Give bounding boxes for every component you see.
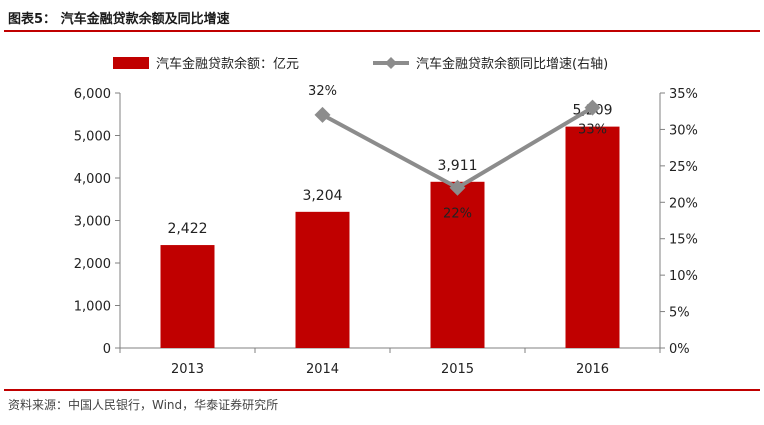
figure-title: 图表5： 汽车金融贷款余额及同比增速	[8, 12, 230, 27]
growth-value-label: 32%	[308, 84, 337, 99]
legend-label-line: 汽车金融贷款余额同比增速(右轴)	[416, 56, 608, 72]
x-tick-label: 2013	[171, 362, 204, 377]
right-tick-label: 25%	[669, 160, 698, 175]
right-tick-label: 0%	[669, 342, 690, 357]
title-divider	[4, 30, 760, 32]
left-tick-label: 3,000	[74, 215, 111, 230]
right-tick-label: 15%	[669, 233, 698, 248]
bar	[295, 211, 350, 348]
growth-line	[321, 105, 594, 191]
right-tick-label: 30%	[669, 123, 698, 138]
x-tick-label: 2016	[576, 362, 609, 377]
growth-value-label: 33%	[578, 123, 607, 138]
footer-divider	[4, 389, 760, 391]
left-tick-label: 6,000	[74, 87, 111, 102]
left-tick-label: 1,000	[74, 300, 111, 315]
left-tick-label: 0	[103, 342, 111, 357]
bar	[565, 126, 620, 349]
left-tick-label: 2,000	[74, 257, 111, 272]
bar	[160, 245, 215, 348]
right-tick-label: 20%	[669, 196, 698, 211]
x-tick-label: 2014	[306, 362, 339, 377]
right-tick-label: 10%	[669, 269, 698, 284]
right-tick-label: 5%	[669, 306, 690, 321]
growth-point	[584, 99, 601, 116]
source-note: 资料来源：中国人民银行，Wind，华泰证券研究所	[8, 398, 279, 412]
bar	[430, 181, 485, 348]
bar-value-label: 3,911	[437, 158, 477, 174]
right-tick-label: 35%	[669, 87, 698, 102]
legend-label-bar: 汽车金融贷款余额：亿元	[156, 56, 299, 72]
bar-value-label: 2,422	[167, 221, 207, 237]
growth-value-label: 22%	[443, 207, 472, 222]
left-tick-label: 4,000	[74, 172, 111, 187]
x-tick-label: 2015	[441, 362, 474, 377]
left-tick-label: 5,000	[74, 130, 111, 145]
figure-header: 图表5： 汽车金融贷款余额及同比增速	[0, 0, 764, 30]
growth-point	[314, 106, 331, 123]
legend-swatch-marker	[385, 57, 397, 69]
growth-point	[449, 179, 466, 196]
legend-swatch-bar	[113, 57, 149, 69]
bar-value-label: 3,204	[302, 188, 342, 204]
